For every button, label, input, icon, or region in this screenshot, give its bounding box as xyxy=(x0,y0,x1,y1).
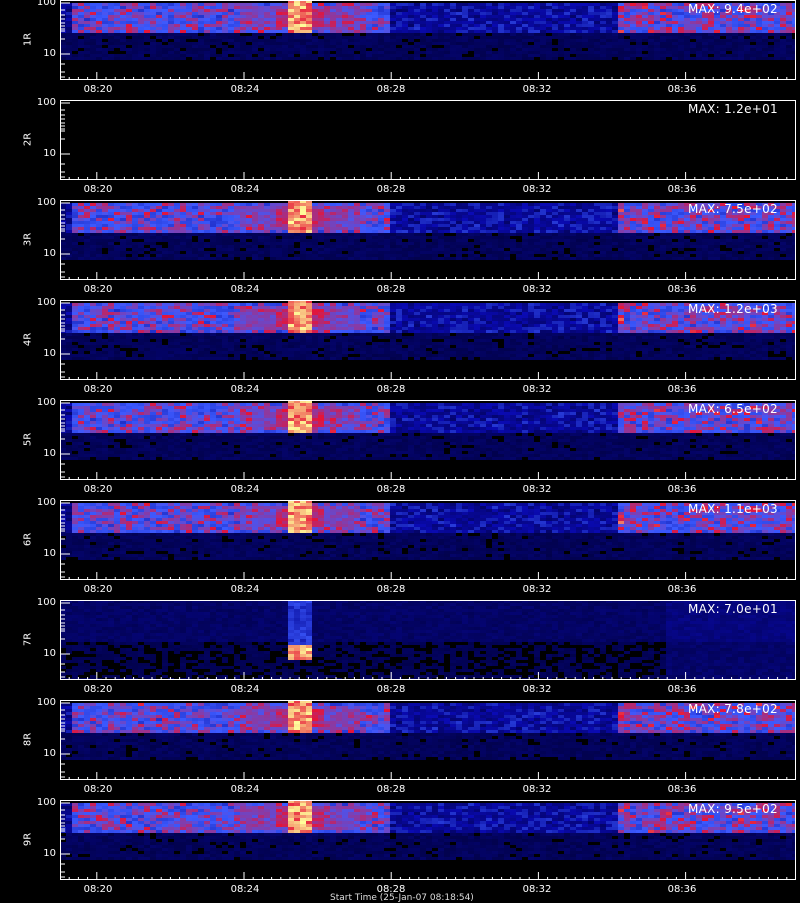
x-tick-label: 08:36 xyxy=(657,84,707,95)
max-label: MAX: 6.5e+02 xyxy=(688,402,778,416)
max-label: MAX: 7.5e+02 xyxy=(688,202,778,216)
x-tick-label: 08:36 xyxy=(657,284,707,295)
x-tick-label: 08:20 xyxy=(73,584,123,595)
x-tick-label: 08:20 xyxy=(73,684,123,695)
x-tick-label: 08:20 xyxy=(73,484,123,495)
intensity-cells xyxy=(60,0,796,60)
max-label: MAX: 1.2e+01 xyxy=(688,102,778,116)
y-tick-label: 10 xyxy=(32,748,56,759)
intensity-cells xyxy=(60,400,796,460)
x-tick-label: 08:36 xyxy=(657,784,707,795)
x-tick-label: 08:20 xyxy=(73,84,123,95)
y-tick-label: 10 xyxy=(32,48,56,59)
x-tick-label: 08:36 xyxy=(657,484,707,495)
spectrogram-plot xyxy=(60,700,796,780)
intensity-cells xyxy=(60,300,796,360)
x-tick-label: 08:32 xyxy=(512,584,562,595)
x-tick-label: 08:36 xyxy=(657,584,707,595)
y-tick-label: 100 xyxy=(32,497,56,508)
y-tick-label: 100 xyxy=(32,197,56,208)
x-tick-label: 08:24 xyxy=(220,884,270,895)
spectrogram-plot xyxy=(60,500,796,580)
y-tick-label: 10 xyxy=(32,248,56,259)
x-axis-title: Start Time (25-Jan-07 08:18:54) xyxy=(330,893,474,903)
spectrogram-plot xyxy=(60,800,796,880)
x-tick-label: 08:24 xyxy=(220,484,270,495)
y-tick-label: 10 xyxy=(32,448,56,459)
spectrogram-plot xyxy=(60,0,796,80)
x-tick-label: 08:24 xyxy=(220,684,270,695)
x-tick-label: 08:36 xyxy=(657,684,707,695)
x-tick-label: 08:28 xyxy=(366,684,416,695)
x-tick-label: 08:28 xyxy=(366,84,416,95)
y-tick-label: 10 xyxy=(32,148,56,159)
x-tick-label: 08:32 xyxy=(512,184,562,195)
max-label: MAX: 1.2e+03 xyxy=(688,302,778,316)
y-tick-label: 100 xyxy=(32,797,56,808)
x-tick-label: 08:36 xyxy=(657,184,707,195)
max-label: MAX: 7.0e+01 xyxy=(688,602,778,616)
x-tick-label: 08:32 xyxy=(512,84,562,95)
x-tick-label: 08:24 xyxy=(220,384,270,395)
max-label: MAX: 9.5e+02 xyxy=(688,802,778,816)
intensity-cells xyxy=(60,700,796,760)
x-tick-label: 08:36 xyxy=(657,884,707,895)
x-tick-label: 08:24 xyxy=(220,584,270,595)
spectrogram-plot xyxy=(60,200,796,280)
max-label: MAX: 7.8e+02 xyxy=(688,702,778,716)
x-tick-label: 08:24 xyxy=(220,84,270,95)
x-tick-label: 08:28 xyxy=(366,384,416,395)
x-tick-label: 08:32 xyxy=(512,284,562,295)
spectrogram-plot xyxy=(60,100,796,180)
x-tick-label: 08:28 xyxy=(366,784,416,795)
y-tick-label: 10 xyxy=(32,848,56,859)
spectrogram-plot xyxy=(60,300,796,380)
x-tick-label: 08:32 xyxy=(512,784,562,795)
y-tick-label: 100 xyxy=(32,697,56,708)
y-tick-label: 100 xyxy=(32,297,56,308)
x-tick-label: 08:36 xyxy=(657,384,707,395)
y-tick-label: 100 xyxy=(32,597,56,608)
x-tick-label: 08:32 xyxy=(512,484,562,495)
y-tick-label: 10 xyxy=(32,648,56,659)
x-tick-label: 08:32 xyxy=(512,384,562,395)
x-tick-label: 08:20 xyxy=(73,384,123,395)
x-tick-label: 08:32 xyxy=(512,684,562,695)
y-tick-label: 100 xyxy=(32,0,56,8)
spectrogram-plot xyxy=(60,400,796,480)
max-label: MAX: 9.4e+02 xyxy=(688,2,778,16)
x-tick-label: 08:28 xyxy=(366,484,416,495)
x-tick-label: 08:28 xyxy=(366,184,416,195)
x-tick-label: 08:24 xyxy=(220,184,270,195)
x-tick-label: 08:24 xyxy=(220,784,270,795)
x-tick-label: 08:28 xyxy=(366,584,416,595)
x-tick-label: 08:28 xyxy=(366,284,416,295)
y-tick-label: 10 xyxy=(32,548,56,559)
spectrogram-plot xyxy=(60,600,796,680)
x-tick-label: 08:32 xyxy=(512,884,562,895)
y-tick-label: 100 xyxy=(32,397,56,408)
y-tick-label: 10 xyxy=(32,348,56,359)
intensity-cells xyxy=(60,200,796,260)
intensity-cells xyxy=(60,800,796,860)
max-label: MAX: 1.1e+03 xyxy=(688,502,778,516)
x-tick-label: 08:24 xyxy=(220,284,270,295)
x-tick-label: 08:20 xyxy=(73,784,123,795)
x-tick-label: 08:20 xyxy=(73,284,123,295)
y-tick-label: 100 xyxy=(32,97,56,108)
x-tick-label: 08:20 xyxy=(73,184,123,195)
intensity-cells xyxy=(60,500,796,560)
x-tick-label: 08:20 xyxy=(73,884,123,895)
